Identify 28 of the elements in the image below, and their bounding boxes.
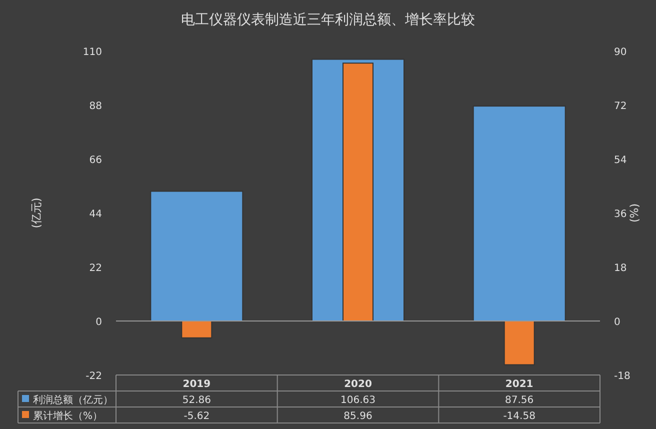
- y2-tick-label: 72: [614, 101, 627, 112]
- data-label: 52.86: [182, 395, 211, 406]
- y-tick-label: 88: [89, 101, 102, 112]
- y-axis-title: (亿元): [30, 198, 43, 228]
- data-label: -14.58: [503, 411, 536, 422]
- data-label: 87.56: [505, 395, 534, 406]
- y2-tick-label: 0: [614, 317, 620, 328]
- x-tick-label: 2021: [505, 379, 534, 390]
- y-tick-label: 22: [89, 263, 102, 274]
- legend-label: 累计增长（%）: [33, 410, 103, 422]
- data-label: -5.62: [184, 411, 210, 422]
- y2-tick-label: 36: [614, 209, 627, 220]
- y-tick-label: 110: [82, 47, 102, 58]
- x-tick-label: 2020: [344, 379, 372, 390]
- y-tick-label: 44: [89, 209, 102, 220]
- y-tick-label: 0: [96, 317, 102, 328]
- y2-tick-label: -18: [614, 371, 630, 382]
- data-label: 85.96: [344, 411, 372, 422]
- data-label: 106.63: [340, 395, 376, 406]
- legend-label: 利润总额（亿元）: [33, 394, 113, 406]
- y2-tick-label: 18: [614, 263, 627, 274]
- y-tick-label: 66: [89, 155, 102, 166]
- y2-tick-label: 54: [614, 155, 627, 166]
- chart-title: 电工仪器仪表制造近三年利润总额、增长率比较: [181, 12, 475, 28]
- y-tick-label: -22: [86, 371, 102, 382]
- y2-tick-label: 90: [614, 47, 627, 58]
- y2-axis-title: (%): [628, 203, 641, 223]
- x-tick-label: 2019: [182, 379, 211, 390]
